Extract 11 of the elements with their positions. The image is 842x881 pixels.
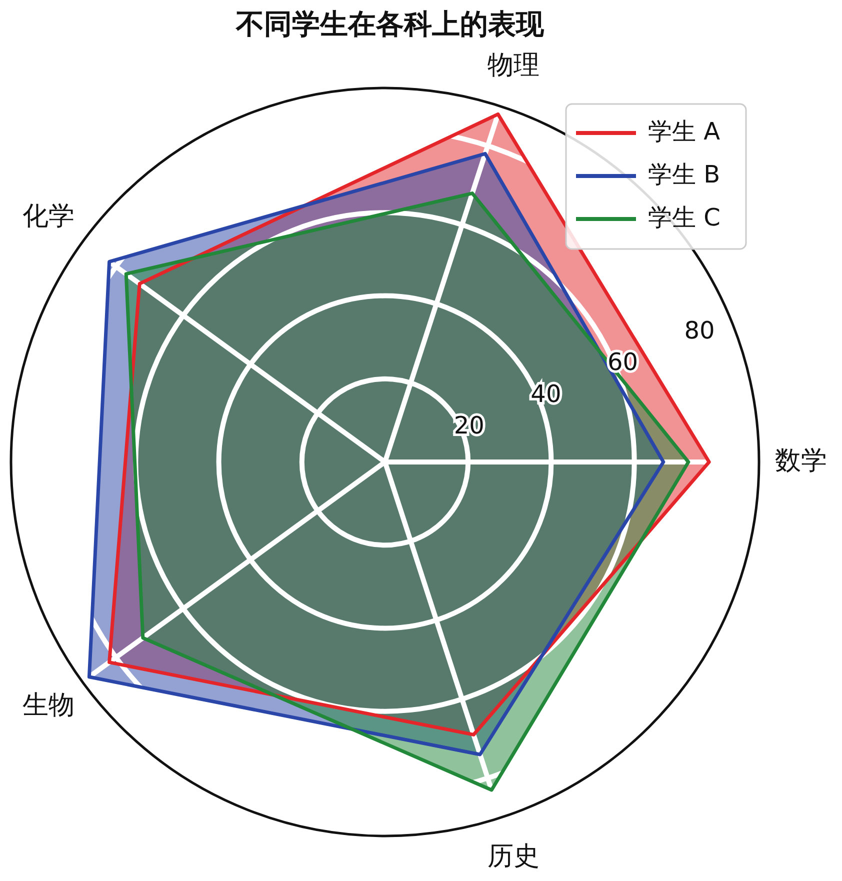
- legend-label: 学生 A: [648, 118, 721, 146]
- chart-title: 不同学生在各科上的表现: [235, 8, 545, 41]
- y-tick-label: 80: [684, 316, 715, 344]
- spoke-label: 物理: [488, 50, 540, 80]
- spoke-label: 历史: [488, 842, 540, 872]
- legend-label: 学生 C: [648, 204, 720, 232]
- spoke-label: 生物: [22, 690, 74, 721]
- legend-label: 学生 B: [648, 160, 720, 189]
- spoke-label: 化学: [22, 202, 74, 232]
- y-tick-label: 60: [607, 348, 638, 376]
- spoke-label: 数学: [775, 446, 827, 476]
